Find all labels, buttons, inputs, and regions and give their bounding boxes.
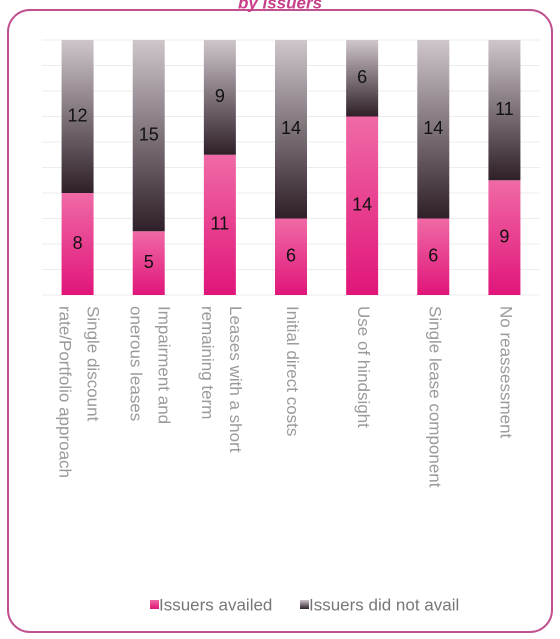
label-line: Use of hindsight <box>354 306 373 428</box>
legend-label: Issuers did not avail <box>309 595 459 614</box>
data-label: 6 <box>357 67 367 87</box>
label-line: Leases with a short <box>225 306 244 453</box>
data-label: 14 <box>352 195 372 215</box>
data-label: 6 <box>428 246 438 266</box>
label-line: Single discount <box>83 306 102 422</box>
legend-swatch <box>150 600 159 609</box>
legend-label: Issuers availed <box>159 595 272 614</box>
bar-segment <box>275 218 307 295</box>
label-line: No reassessment <box>496 306 515 439</box>
x-tick-label: Impairment and onerous leases <box>126 306 173 424</box>
bar-segment <box>61 40 94 193</box>
data-label: 8 <box>73 233 83 253</box>
label-line: Initial direct costs <box>283 306 302 436</box>
bar-segment <box>203 40 236 155</box>
label-line: onerous leases <box>126 306 145 421</box>
data-label: 12 <box>68 105 88 125</box>
bar-segment <box>203 154 236 295</box>
data-label: 9 <box>499 226 509 246</box>
label-line: rate/Portfolio approach <box>55 306 74 478</box>
bar-segment <box>346 40 379 117</box>
data-label: 11 <box>495 99 514 119</box>
data-label: 11 <box>211 214 230 234</box>
x-tick-label: Single discount rate/Portfolio approach <box>55 306 102 478</box>
bar-segment <box>132 231 165 295</box>
x-tick-label: Use of hindsight <box>354 306 373 428</box>
frame <box>7 9 553 633</box>
bar-segment <box>417 218 450 295</box>
bar-segment <box>132 40 165 232</box>
bar-segment <box>488 40 521 181</box>
chart-title: by issuers <box>238 0 322 12</box>
data-label: 14 <box>281 118 301 138</box>
label-line: remaining term <box>197 306 216 419</box>
data-label: 15 <box>139 124 159 144</box>
bar-segment <box>61 193 94 295</box>
data-label: 5 <box>144 252 154 272</box>
x-tick-label: Leases with a short remaining term <box>197 306 244 453</box>
bar-segment <box>488 180 521 295</box>
legend-swatch <box>300 600 309 609</box>
data-label: 14 <box>423 118 443 138</box>
data-label: 6 <box>286 246 296 266</box>
x-tick-label: No reassessment <box>496 306 515 439</box>
data-label: 9 <box>215 86 225 106</box>
bar-segment <box>417 40 450 219</box>
x-tick-label: Single lease component <box>425 306 444 488</box>
x-tick-label: Initial direct costs <box>283 306 302 436</box>
bar-segment <box>275 40 307 219</box>
bar-segment <box>346 116 379 295</box>
label-line: Impairment and <box>154 306 173 424</box>
label-line: Single lease component <box>425 306 444 488</box>
